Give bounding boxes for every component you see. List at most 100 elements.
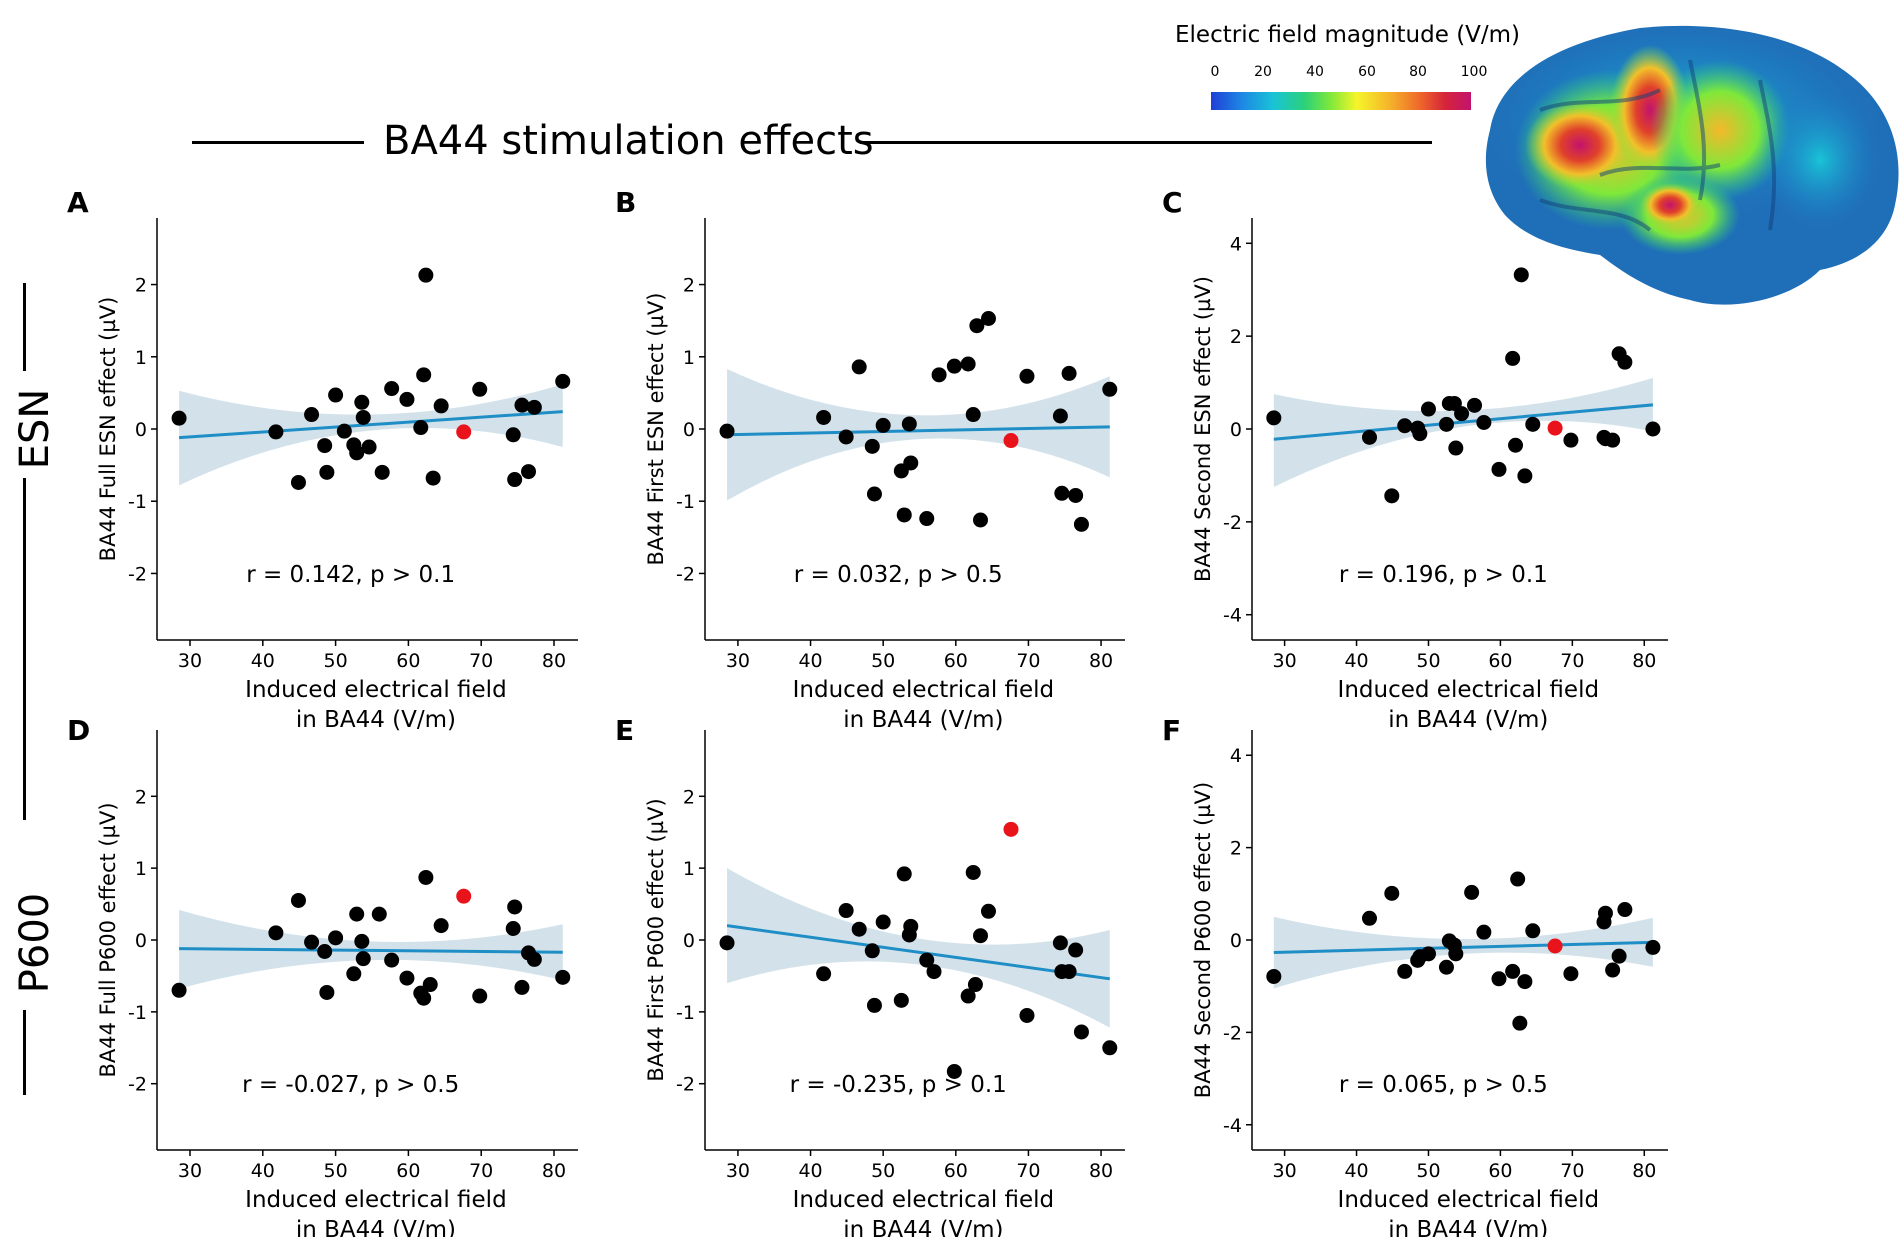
panel-f-x-tick-label: 30 (1273, 1160, 1297, 1182)
panel-e-y-tick-label: 2 (683, 786, 695, 808)
panel-c-data-point (1513, 267, 1529, 283)
panel-c-x-tick-label: 60 (1488, 650, 1512, 672)
panel-f-data-point (1361, 910, 1377, 926)
panel-a-data-point (413, 420, 429, 436)
panel-d-data-point (472, 988, 488, 1004)
panel-b-data-point (972, 512, 988, 528)
panel-a-data-point (304, 407, 320, 423)
panel-b-data-point (816, 409, 832, 425)
panel-a-data-point (290, 474, 306, 490)
panel-a-x-tick-label: 80 (542, 650, 566, 672)
panel-f-x-tick-label: 60 (1488, 1160, 1512, 1182)
panel-d-x-tick-label: 60 (396, 1160, 420, 1182)
panel-f-data-point (1611, 948, 1627, 964)
panel-b-data-point (931, 367, 947, 383)
panel-letter-f: F (1162, 714, 1182, 747)
panel-d-highlight-point (456, 888, 472, 904)
panel-d-y-axis-label: BA44 Full P600 effect (µV) (96, 802, 120, 1077)
panel-a-data-point (514, 397, 530, 413)
panel-c-stats-annotation: r = 0.196, p > 0.1 (1339, 562, 1548, 588)
panel-b-data-point (1052, 408, 1068, 424)
panel-a-data-point (416, 367, 432, 383)
panel-b-data-point (960, 356, 976, 372)
panel-a-data-point (319, 464, 335, 480)
panel-d-data-point (319, 984, 335, 1000)
panel-c-x-tick-label: 30 (1273, 650, 1297, 672)
panel-c-y-tick-label: -2 (1223, 512, 1242, 534)
panel-c-data-point (1361, 429, 1377, 445)
panel-a-data-point (336, 423, 352, 439)
colorbar-gradient (1211, 92, 1471, 110)
panel-f-data-point (1464, 884, 1480, 900)
panel-f-data-point (1266, 968, 1282, 984)
panel-e-y-tick-label: 1 (683, 858, 695, 880)
panel-b-x-axis-label-line2: in BA44 (V/m) (843, 707, 1003, 733)
panel-d-data-point (371, 906, 387, 922)
panel-d-x-tick-label: 40 (251, 1160, 275, 1182)
colorbar-tick: 0 (1210, 64, 1220, 80)
panel-a-data-point (374, 464, 390, 480)
panel-a-data-point (526, 399, 542, 415)
panel-e-data-point (1102, 1040, 1118, 1056)
panel-b-data-point (719, 423, 735, 439)
panel-f-y-axis-label: BA44 Second P600 effect (µV) (1191, 782, 1215, 1098)
panel-a-x-tick-label: 70 (469, 650, 493, 672)
panel-d-data-point (290, 892, 306, 908)
panel-c-data-point (1397, 418, 1413, 434)
figure-title: BA44 stimulation effects (383, 118, 874, 164)
panel-c-x-tick-label: 50 (1416, 650, 1440, 672)
panel-d-data-point (268, 925, 284, 941)
panel-a-data-point (505, 427, 521, 443)
panel-a-data-point (355, 409, 371, 425)
panel-e-x-tick-label: 40 (798, 1160, 822, 1182)
panel-e-y-tick-label: -2 (676, 1074, 695, 1096)
panel-e-data-point (946, 1063, 962, 1079)
panel-d-y-tick-label: -2 (128, 1074, 147, 1096)
panel-e-data-point (838, 903, 854, 919)
panel-a-data-point (399, 391, 415, 407)
panel-e-highlight-point (1003, 821, 1019, 837)
colorbar-title: Electric field magnitude (V/m) (1175, 22, 1521, 48)
panel-b-data-point (980, 311, 996, 326)
panel-d-x-tick-label: 80 (542, 1160, 566, 1182)
panel-e-y-tick-label: 0 (683, 930, 695, 952)
panel-f-x-tick-label: 70 (1560, 1160, 1584, 1182)
panel-c-data-point (1517, 468, 1533, 484)
panel-c-data-point (1491, 461, 1507, 477)
panel-e-data-point (1073, 1024, 1089, 1040)
panel-a-data-point (418, 267, 434, 283)
panel-c-data-point (1563, 432, 1579, 448)
panel-d-x-axis-label: Induced electrical field (245, 1187, 507, 1213)
panel-f-data-point (1645, 939, 1661, 955)
panel-d-data-point (328, 930, 344, 946)
colorbar-tick: 20 (1254, 64, 1272, 80)
panel-c-y-tick-label: 0 (1230, 419, 1242, 441)
panel-d-data-point (399, 970, 415, 986)
row-line-esn-bottom (23, 478, 26, 820)
panel-e-data-point (960, 988, 976, 1004)
panel-b-data-point (901, 416, 917, 432)
panel-e-data-point (903, 918, 919, 934)
title-line-right (860, 141, 1432, 144)
panel-c-x-axis-label: Induced electrical field (1338, 677, 1600, 703)
panel-d-data-point (555, 969, 571, 985)
panel-a-y-axis-label: BA44 Full ESN effect (µV) (96, 297, 120, 562)
panel-e-data-point (816, 966, 832, 982)
panel-e-data-point (719, 935, 735, 951)
panel-e-data-point (1019, 1007, 1035, 1023)
panel-c-y-axis-label: BA44 Second ESN effect (µV) (1191, 276, 1215, 582)
panel-e-data-point (864, 943, 880, 959)
panel-f-data-point (1397, 963, 1413, 979)
panel-f-x-tick-label: 40 (1344, 1160, 1368, 1182)
colorbar-tick: 80 (1409, 64, 1427, 80)
panel-f-y-tick-label: 4 (1230, 745, 1242, 767)
panel-b-y-tick-label: 0 (683, 419, 695, 441)
panel-b-x-tick-label: 40 (798, 650, 822, 672)
panel-f-data-point (1525, 923, 1541, 939)
panel-a-data-point (328, 387, 344, 403)
panel-e-data-point (919, 952, 935, 968)
colorbar-tick: 100 (1460, 64, 1488, 80)
panel-b-x-tick-label: 80 (1089, 650, 1113, 672)
panel-e-data-point (896, 866, 912, 882)
